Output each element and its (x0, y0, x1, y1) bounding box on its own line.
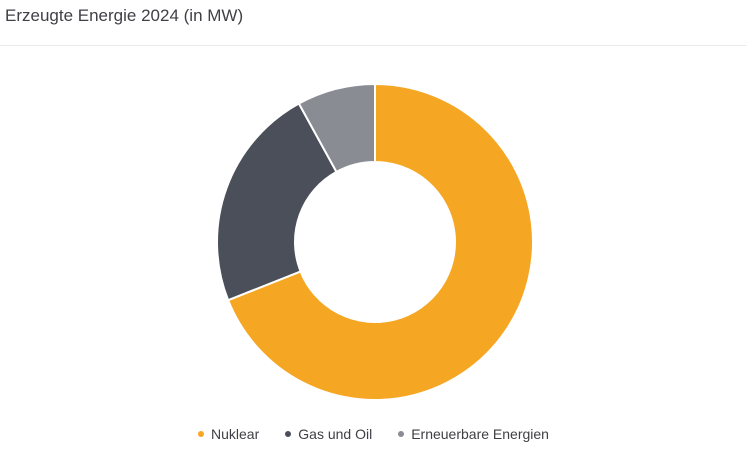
donut-slice-gas-und-oil[interactable] (216, 102, 338, 302)
chart-card-header: Erzeugte Energie 2024 (in MW) (0, 0, 747, 46)
legend-label: Nuklear (211, 426, 260, 442)
legend-dot-icon (398, 431, 405, 437)
legend-label: Erneuerbare Energien (411, 426, 549, 442)
donut-slice-erneuerbare-energien[interactable] (297, 82, 376, 174)
chart-title: Erzeugte Energie 2024 (in MW) (5, 6, 244, 25)
legend-item-erneuerbare-energien[interactable]: Erneuerbare Energien (398, 426, 549, 442)
donut-chart (216, 82, 534, 401)
legend-dot-icon (198, 431, 205, 437)
legend-item-gas-und-oil[interactable]: Gas und Oil (285, 426, 372, 442)
donut-slice-nuklear[interactable] (226, 82, 534, 401)
legend-item-nuklear[interactable]: Nuklear (198, 426, 259, 442)
legend-label: Gas und Oil (298, 426, 373, 442)
chart-legend: Nuklear Gas und Oil Erneuerbare Energien (0, 426, 747, 442)
legend-dot-icon (285, 431, 292, 437)
